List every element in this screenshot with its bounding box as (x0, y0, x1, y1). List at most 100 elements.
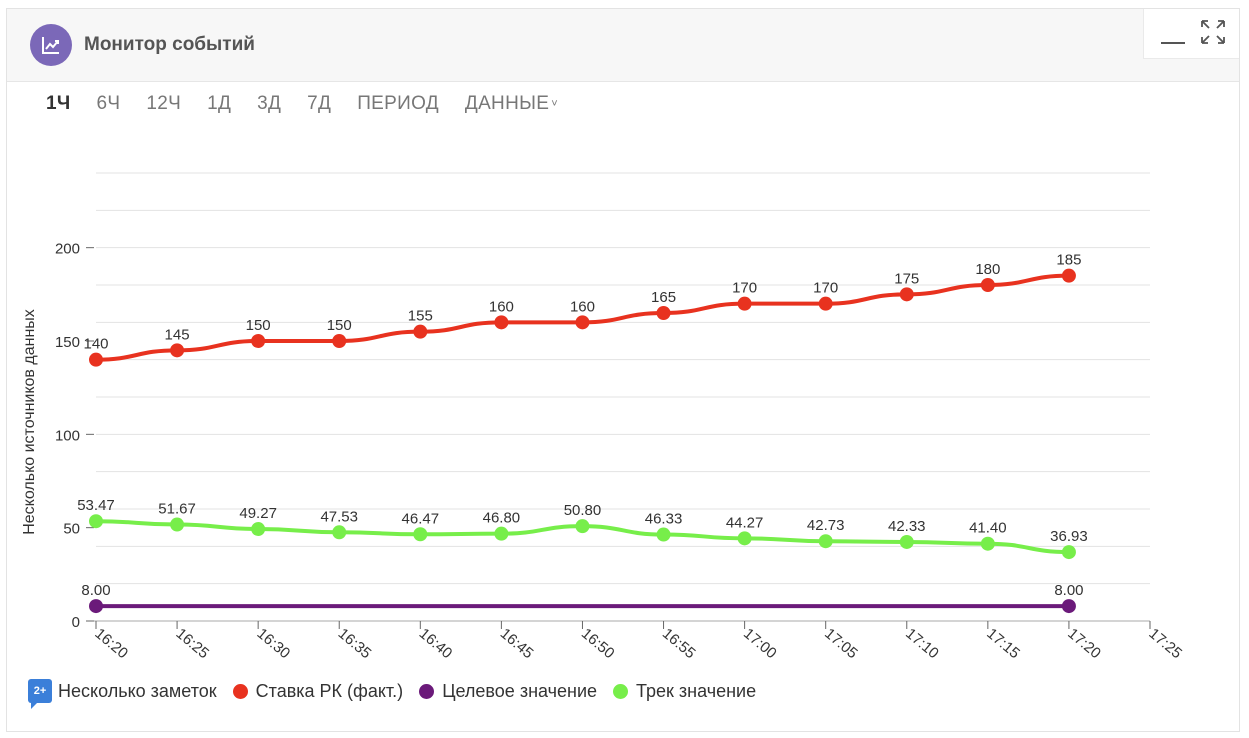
x-tick-label: 17:05 (821, 625, 861, 662)
data-point (413, 527, 428, 542)
x-tick-label: 17:00 (740, 625, 780, 662)
data-label: 46.33 (645, 511, 683, 528)
y-tick-label: 150 (55, 334, 80, 351)
data-label: 47.53 (320, 508, 358, 525)
x-tick-label: 17:25 (1145, 625, 1185, 662)
data-label: 140 (83, 336, 108, 353)
legend-label: Несколько заметок (58, 680, 217, 701)
panel-header: Монитор событий (7, 9, 1239, 82)
tab-label: 12Ч (146, 93, 182, 114)
tab-label: 7Д (307, 93, 332, 114)
data-point (818, 296, 833, 311)
header-actions (1143, 9, 1239, 59)
x-tick-label: 16:50 (578, 625, 618, 662)
y-axis-label: Несколько источников данных (21, 309, 38, 535)
data-point (656, 306, 671, 320)
chevron-down-icon: ˅ (551, 97, 558, 110)
data-label: 170 (732, 280, 757, 297)
data-point (737, 296, 752, 311)
tab-4[interactable]: 3Д (257, 93, 281, 115)
y-tick-label: 100 (55, 427, 80, 444)
data-point (899, 534, 914, 549)
x-tick-label: 16:35 (335, 625, 375, 662)
minimize-icon[interactable] (1161, 42, 1185, 44)
data-label: 46.80 (483, 510, 521, 527)
tab-label: 6Ч (96, 93, 121, 114)
legend-item-3[interactable]: Трек значение (613, 681, 756, 702)
data-label: 160 (570, 298, 595, 315)
tab-label: 1Д (207, 93, 232, 114)
event-monitor-panel: Монитор событий (6, 8, 1240, 732)
tab-label: ПЕРИОД (357, 93, 439, 114)
data-point (575, 519, 590, 534)
data-label: 150 (246, 317, 271, 334)
data-point (332, 334, 347, 348)
x-tick-label: 16:30 (254, 625, 294, 662)
data-point (89, 352, 103, 367)
data-point (575, 315, 590, 330)
data-point (89, 599, 103, 614)
data-label: 150 (327, 317, 352, 334)
data-point (494, 526, 509, 541)
x-tick-label: 16:40 (416, 625, 456, 662)
x-tick-label: 16:25 (173, 625, 213, 662)
x-tick-label: 17:15 (983, 625, 1023, 662)
data-label: 145 (165, 326, 190, 343)
x-tick-label: 17:10 (902, 625, 942, 662)
data-label: 160 (489, 298, 514, 315)
data-label: 185 (1056, 252, 1081, 269)
data-label: 8.00 (1054, 582, 1083, 599)
notes-icon: 2+ (28, 679, 52, 709)
data-label: 8.00 (81, 582, 110, 599)
data-label: 155 (408, 308, 433, 325)
tab-1[interactable]: 6Ч (97, 93, 121, 115)
expand-icon[interactable] (1200, 19, 1226, 45)
data-label: 180 (975, 261, 1000, 278)
tab-label: ДАННЫЕ (464, 93, 550, 114)
x-tick-label: 16:55 (659, 625, 699, 662)
data-point (980, 536, 995, 551)
data-label: 46.47 (402, 510, 440, 527)
tab-6[interactable]: ПЕРИОД (357, 93, 439, 115)
legend-marker (419, 683, 435, 699)
legend-item-2[interactable]: Целевое значение (419, 681, 597, 702)
tab-3[interactable]: 1Д (207, 93, 231, 115)
y-tick-label: 50 (63, 521, 80, 538)
legend-marker (613, 683, 629, 699)
line-chart-icon (30, 24, 72, 66)
y-tick-label: 0 (72, 614, 80, 631)
data-point (1061, 599, 1076, 614)
data-point (737, 531, 752, 546)
legend-label: Трек значение (636, 680, 757, 701)
data-label: 53.47 (77, 497, 115, 514)
data-point (170, 343, 185, 358)
tab-2[interactable]: 12Ч (146, 93, 181, 115)
time-range-tabs: 1Ч 6Ч 12Ч 1Д 3Д 7Д ПЕРИОД ДАННЫЕ ˅ (46, 92, 584, 116)
data-label: 41.40 (969, 520, 1007, 537)
data-label: 51.67 (158, 501, 196, 518)
data-point (656, 527, 671, 542)
data-point (980, 278, 995, 292)
data-point (170, 517, 185, 532)
data-point (413, 324, 428, 339)
x-tick-label: 17:20 (1064, 625, 1104, 662)
data-point (89, 514, 103, 529)
legend-label: Ставка РК (факт.) (255, 680, 404, 701)
legend-item-0[interactable]: 2+ Несколько заметок (28, 679, 217, 709)
x-tick-label: 16:20 (91, 625, 131, 662)
data-point (1061, 268, 1076, 283)
tab-0[interactable]: 1Ч (46, 93, 71, 115)
legend-label: Целевое значение (442, 680, 598, 701)
y-tick-label: 200 (55, 241, 80, 258)
legend-marker (232, 683, 248, 699)
data-point (1061, 545, 1076, 560)
data-label: 170 (813, 280, 838, 297)
tab-5[interactable]: 7Д (307, 93, 331, 115)
panel-title: Монитор событий (84, 34, 255, 55)
data-label: 49.27 (239, 505, 277, 522)
tab-7[interactable]: ДАННЫЕ ˅ (465, 93, 558, 115)
legend-item-1[interactable]: Ставка РК (факт.) (232, 680, 404, 702)
data-label: 42.33 (888, 518, 926, 535)
data-point (251, 522, 266, 537)
